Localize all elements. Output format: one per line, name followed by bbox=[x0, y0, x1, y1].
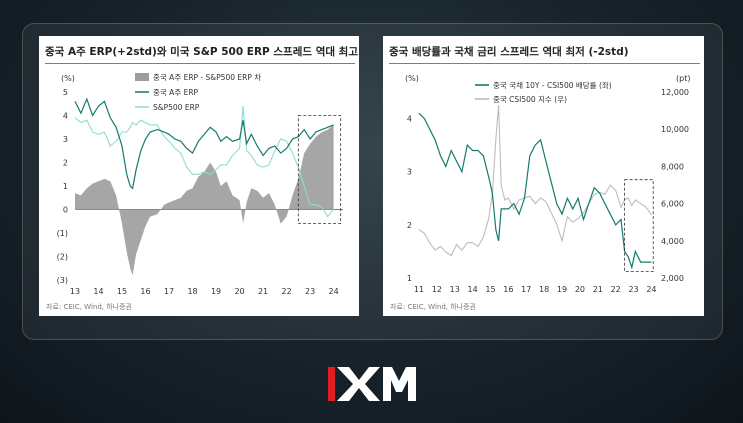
series-erp-difference-area bbox=[75, 124, 334, 276]
y-tick-label-right: 6,000 bbox=[661, 200, 684, 209]
x-tick-label: 20 bbox=[575, 285, 585, 294]
x-tick-label: 24 bbox=[646, 285, 656, 294]
y-tick-label-right: 12,000 bbox=[661, 88, 689, 97]
y-tick-label: 3 bbox=[63, 135, 68, 144]
y-tick-label-left: 1 bbox=[407, 274, 412, 283]
x-tick-label: 14 bbox=[93, 287, 103, 296]
y-tick-label-right: 10,000 bbox=[661, 125, 689, 134]
y-tick-label: (2) bbox=[57, 253, 68, 262]
x-tick-label: 15 bbox=[117, 287, 127, 296]
x-tick-label: 22 bbox=[281, 287, 291, 296]
title-rule bbox=[45, 63, 355, 64]
dividend-spread-chart: (%) (pt)432112,00010,0008,0006,0004,0002,… bbox=[405, 74, 690, 294]
y-axis-unit-left: (%) bbox=[405, 74, 419, 83]
x-tick-label: 18 bbox=[187, 287, 197, 296]
y-axis-unit: (%) bbox=[61, 74, 75, 83]
x-tick-label: 19 bbox=[211, 287, 221, 296]
chart-source: 자료: CEIC, Wind, 하나증권 bbox=[390, 303, 476, 311]
x-tick-label: 20 bbox=[234, 287, 244, 296]
legend-sp500-erp: S&P500 ERP bbox=[153, 103, 200, 112]
y-tick-label: (3) bbox=[57, 276, 68, 285]
x-tick-label: 17 bbox=[164, 287, 174, 296]
x-tick-label: 13 bbox=[450, 285, 460, 294]
x-tick-label: 16 bbox=[503, 285, 513, 294]
x-tick-label: 12 bbox=[432, 285, 442, 294]
title-rule bbox=[389, 63, 700, 64]
legend-csi500-index: 중국 CSI500 지수 (우) bbox=[493, 95, 567, 104]
chart-title: 중국 A주 ERP(+2std)와 미국 S&P 500 ERP 스프레드 역대… bbox=[45, 46, 358, 58]
y-tick-label: 0 bbox=[63, 206, 68, 215]
legend-china-a-erp: 중국 A주 ERP bbox=[153, 88, 199, 97]
y-tick-label: (1) bbox=[57, 229, 68, 238]
x-tick-label: 23 bbox=[628, 285, 638, 294]
series-bond-dividend-spread-line bbox=[418, 112, 652, 270]
erp-spread-chart-panel: 중국 A주 ERP(+2std)와 미국 S&P 500 ERP 스프레드 역대… bbox=[39, 36, 359, 316]
series-china-a-erp-line bbox=[74, 97, 334, 190]
x-tick-label: 17 bbox=[521, 285, 531, 294]
chart-title: 중국 배당률과 국채 금리 스프레드 역대 최저 (-2std) bbox=[389, 46, 629, 58]
x-tick-label: 15 bbox=[485, 285, 495, 294]
series-csi500-index-line bbox=[418, 104, 652, 257]
y-tick-label: 4 bbox=[63, 112, 68, 121]
y-tick-label: 5 bbox=[63, 88, 68, 97]
y-axis-unit-right: (pt) bbox=[676, 74, 690, 83]
y-tick-label-right: 4,000 bbox=[661, 237, 684, 246]
y-tick-label-right: 8,000 bbox=[661, 162, 684, 171]
x-tick-label: 23 bbox=[305, 287, 315, 296]
x-tick-label: 18 bbox=[539, 285, 549, 294]
y-tick-label: 2 bbox=[63, 159, 68, 168]
legend-erp-difference: 중국 A주 ERP - S&P500 ERP 차 bbox=[153, 73, 261, 82]
dividend-spread-chart-panel: 중국 배당률과 국채 금리 스프레드 역대 최저 (-2std) (%) (pt)… bbox=[383, 36, 704, 316]
x-tick-label: 13 bbox=[70, 287, 80, 296]
y-tick-label-left: 4 bbox=[407, 115, 412, 124]
legend-bond-dividend-spread: 중국 국채 10Y - CSI500 배당률 (좌) bbox=[493, 80, 612, 90]
x-tick-label: 19 bbox=[557, 285, 567, 294]
highlight-box bbox=[624, 179, 654, 273]
x-tick-label: 21 bbox=[593, 285, 603, 294]
x-tick-label: 22 bbox=[611, 285, 621, 294]
y-tick-label: 1 bbox=[63, 182, 68, 191]
legend-swatch-erp-difference bbox=[135, 73, 149, 81]
x-tick-label: 11 bbox=[414, 285, 424, 294]
x-tick-label: 21 bbox=[258, 287, 268, 296]
x-tick-label: 16 bbox=[140, 287, 150, 296]
highlight-box bbox=[297, 115, 342, 224]
y-tick-label-left: 3 bbox=[407, 168, 412, 177]
x-tick-label: 24 bbox=[329, 287, 339, 296]
y-tick-label-left: 2 bbox=[407, 221, 412, 230]
series-sp500-erp-line bbox=[74, 106, 335, 218]
x-tick-label: 14 bbox=[468, 285, 478, 294]
chart-source: 자료: CEIC, Wind, 하나증권 bbox=[46, 303, 132, 311]
y-tick-label-right: 2,000 bbox=[661, 274, 684, 283]
xm-logo bbox=[328, 367, 416, 401]
